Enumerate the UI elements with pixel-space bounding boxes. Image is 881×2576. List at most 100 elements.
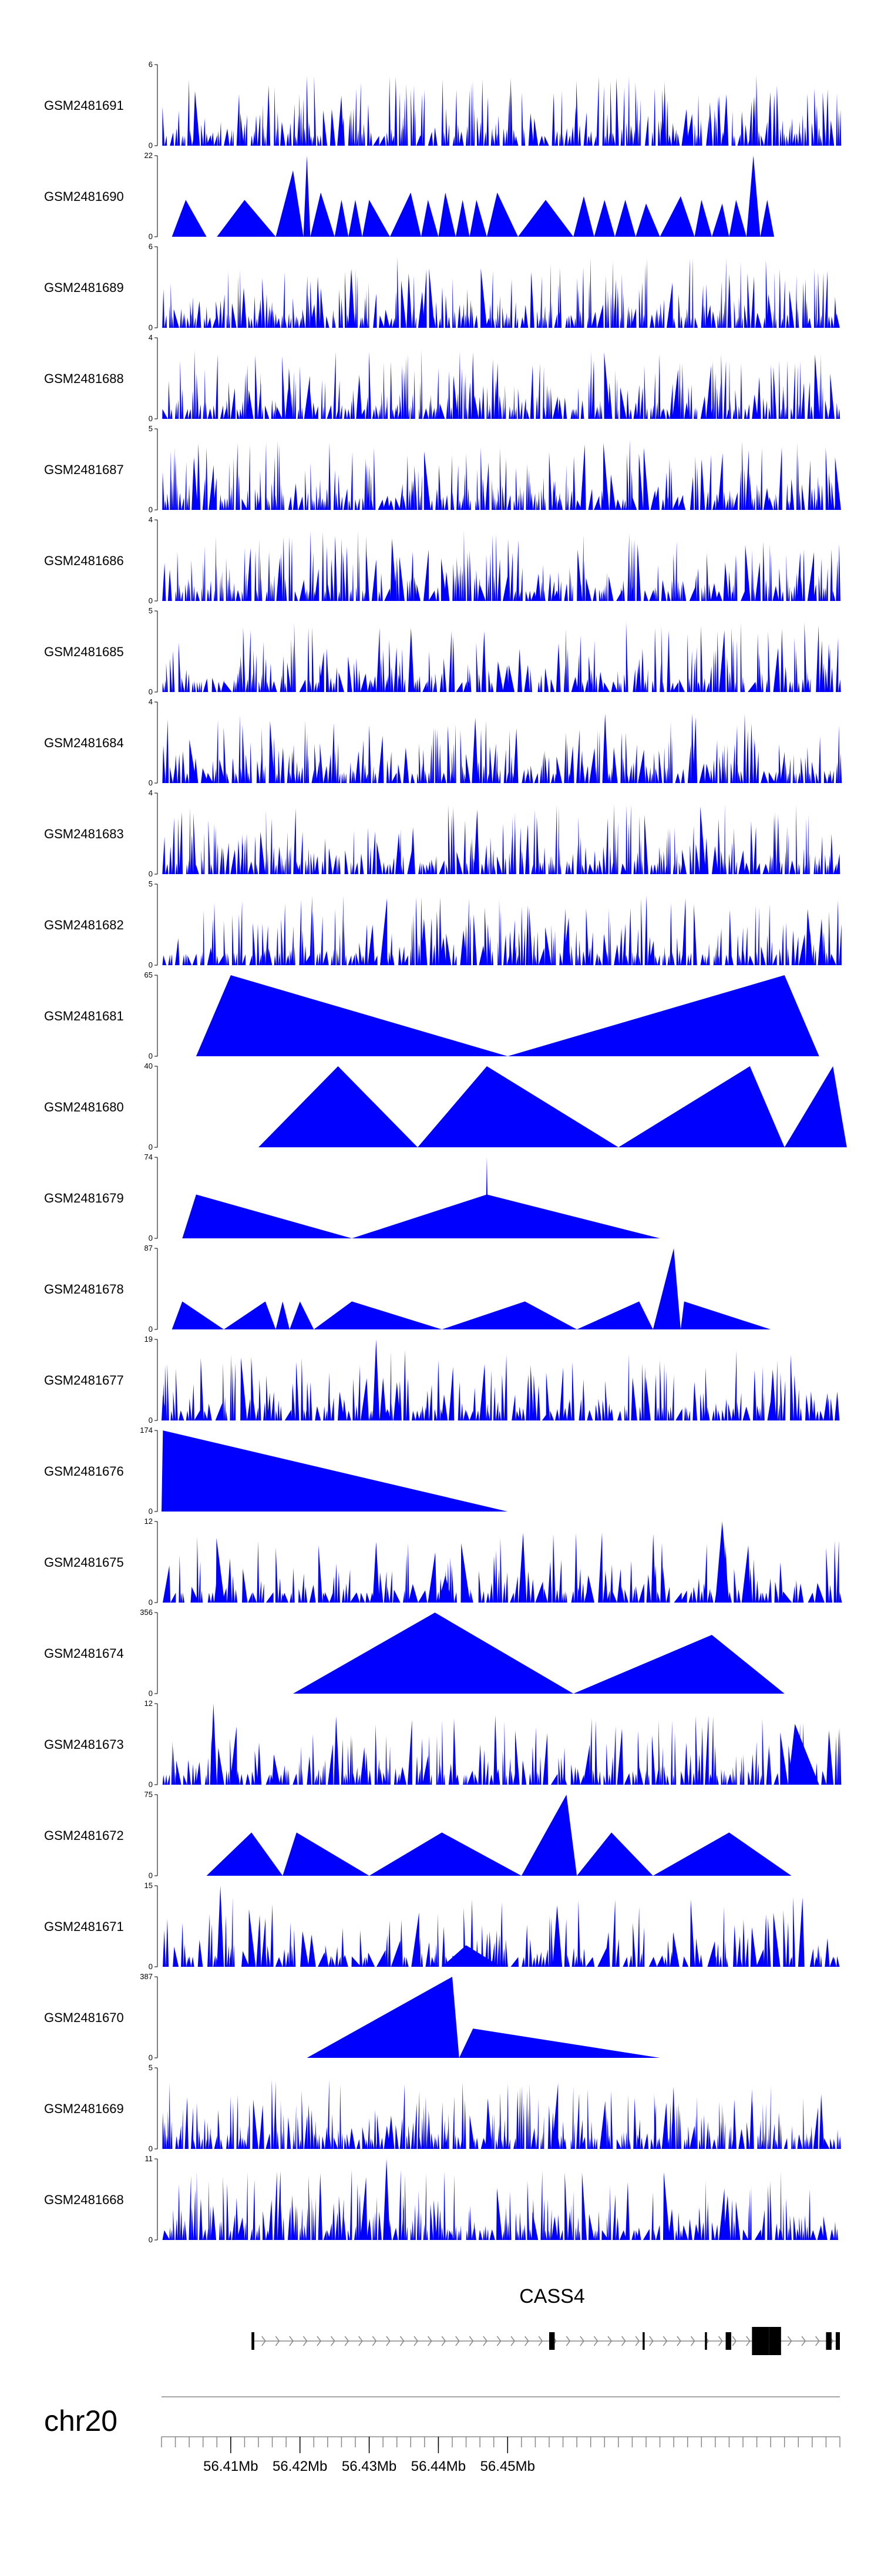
- coverage-spike: [507, 2221, 510, 2240]
- coverage-spike: [569, 864, 571, 874]
- coverage-spike: [607, 2216, 608, 2240]
- coverage-spike: [788, 758, 791, 783]
- coverage-spike: [632, 1588, 635, 1603]
- coverage-spike: [529, 1773, 532, 1785]
- coverage-spike: [322, 1764, 324, 1785]
- coverage-spike: [712, 760, 715, 783]
- coverage-spike: [569, 1399, 572, 1420]
- coverage-spike: [684, 402, 690, 419]
- coverage-spike: [435, 408, 437, 419]
- coverage-spike: [781, 385, 784, 419]
- coverage-spike: [356, 2139, 361, 2149]
- coverage-spike: [696, 568, 700, 601]
- coverage-spike: [528, 680, 530, 692]
- coverage-spike: [633, 669, 636, 692]
- coverage-spike: [733, 828, 735, 874]
- coverage-spike: [700, 123, 701, 146]
- coverage-spike: [675, 541, 677, 601]
- coverage-spike: [522, 1408, 525, 1420]
- coverage-peak: [283, 1832, 369, 1876]
- coverage-spike: [503, 749, 507, 783]
- coverage-spike: [787, 948, 789, 965]
- coverage-spike: [406, 455, 409, 510]
- coverage-spike: [523, 927, 526, 965]
- coverage-spike: [248, 315, 251, 328]
- coverage-spike: [715, 740, 718, 783]
- coverage-spike: [741, 1545, 751, 1603]
- coverage-spike: [809, 678, 811, 692]
- coverage-spike: [810, 405, 813, 419]
- coverage-spike: [798, 864, 801, 874]
- coverage-spike: [735, 389, 738, 419]
- coverage-spike: [795, 936, 799, 965]
- coverage-spike: [337, 743, 339, 783]
- coverage-spike: [576, 844, 579, 874]
- coverage-spike: [644, 895, 648, 965]
- coverage-spike: [807, 552, 815, 601]
- coverage-spike: [509, 78, 513, 146]
- coverage-spike: [324, 500, 327, 510]
- y-tick-label-min: 0: [149, 1689, 153, 1698]
- coverage-spike: [765, 679, 768, 692]
- coverage-spike: [638, 955, 641, 965]
- coverage-spike: [579, 2119, 583, 2149]
- coverage-spike: [399, 394, 402, 419]
- coverage-spike: [591, 2138, 594, 2149]
- coverage-spike: [188, 484, 190, 510]
- coverage-spike: [710, 583, 718, 601]
- coverage-spike: [478, 578, 480, 601]
- coverage-spike: [793, 637, 796, 692]
- coverage-spike: [680, 583, 682, 601]
- coverage-spike: [238, 714, 241, 783]
- coverage-spike: [171, 1741, 173, 1785]
- coordinate-tick-label: 56.41Mb: [203, 2459, 258, 2474]
- coverage-spike: [670, 313, 673, 328]
- coverage-spike: [542, 478, 544, 510]
- coverage-spike: [264, 765, 266, 783]
- coverage-spike: [447, 726, 450, 783]
- coverage-spike: [507, 92, 510, 146]
- coverage-spike: [368, 1769, 372, 1785]
- coverage-spike: [570, 2204, 571, 2240]
- coverage-spike: [242, 1569, 248, 1603]
- coverage-spike: [334, 316, 336, 328]
- coverage-spike: [760, 448, 763, 510]
- coverage-spike: [692, 717, 698, 783]
- coverage-spike: [591, 360, 595, 419]
- coverage-spike: [505, 385, 506, 419]
- coverage-spike: [821, 485, 823, 510]
- coverage-spike: [331, 1398, 335, 1420]
- coverage-spike: [297, 770, 301, 783]
- coverage-peak: [442, 1945, 501, 1967]
- coverage-spike: [754, 682, 757, 692]
- coverage-spike: [226, 498, 228, 510]
- coverage-spike: [233, 1944, 235, 1967]
- coverage-spike: [187, 1759, 191, 1785]
- coverage-spike: [433, 1409, 438, 1420]
- y-tick-label-max: 4: [149, 697, 153, 706]
- coverage-spike: [656, 862, 659, 874]
- y-tick-label-max: 4: [149, 788, 153, 797]
- coverage-spike: [402, 495, 406, 510]
- coverage-spike: [527, 2107, 530, 2149]
- coverage-spike: [608, 382, 613, 419]
- coverage-spike: [471, 1592, 473, 1603]
- coverage-spike: [505, 129, 507, 146]
- coverage-spike: [421, 2117, 423, 2149]
- coverage-spike: [776, 814, 778, 874]
- coverage-spike: [324, 2127, 328, 2149]
- coverage-spike: [469, 2115, 475, 2149]
- coverage-spike: [306, 2206, 308, 2240]
- coverage-spike: [671, 123, 675, 146]
- coverage-spike: [281, 919, 284, 965]
- coverage-spike: [292, 298, 295, 328]
- coverage-spike: [663, 747, 665, 783]
- coverage-spike: [644, 263, 646, 328]
- coverage-spike: [596, 76, 599, 146]
- coverage-spike: [422, 681, 427, 692]
- coverage-spike: [523, 127, 526, 146]
- coverage-spike: [466, 407, 468, 419]
- coverage-spike: [312, 2207, 315, 2240]
- coverage-spike: [411, 551, 414, 601]
- coverage-spike: [829, 2138, 833, 2149]
